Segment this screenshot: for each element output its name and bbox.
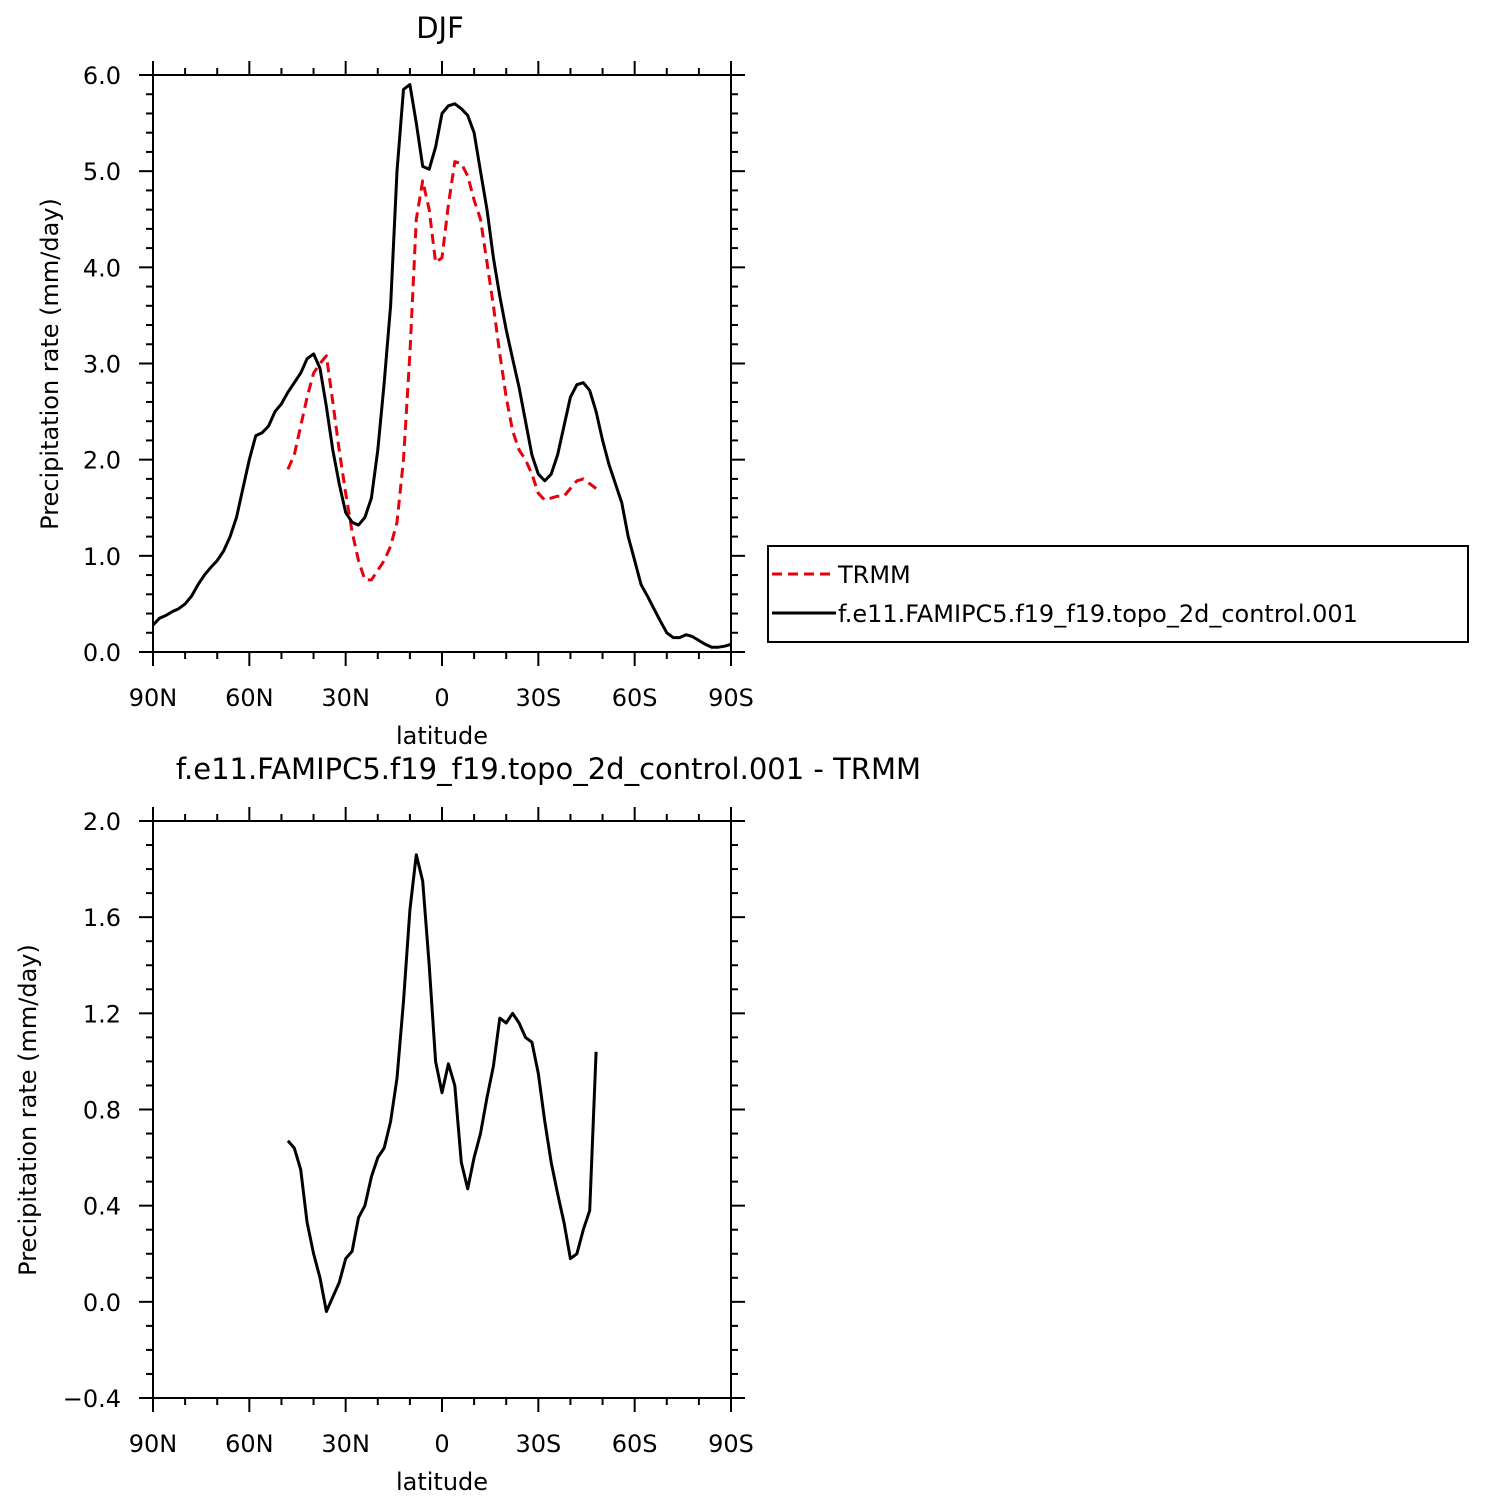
top-tick-marks: [139, 61, 745, 666]
top-y-tick-label: 3.0: [83, 351, 121, 379]
bottom-x-tick-label: 60S: [612, 1430, 658, 1458]
bottom-y-tick-label: 1.6: [83, 904, 121, 932]
top-y-axis-label: Precipitation rate (mm/day): [36, 198, 64, 530]
bottom-x-tick-label: 30N: [321, 1430, 370, 1458]
legend: TRMM f.e11.FAMIPC5.f19_f19.topo_2d_contr…: [767, 545, 1469, 643]
bottom-x-tick-label: 90N: [129, 1430, 178, 1458]
bottom-x-tick-label: 30S: [515, 1430, 561, 1458]
top-y-tick-label: 4.0: [83, 254, 121, 282]
top-chart-title: DJF: [416, 11, 464, 45]
bottom-x-axis-label: latitude: [396, 1468, 488, 1496]
top-y-tick-label: 6.0: [83, 62, 121, 90]
bottom-y-axis-label: Precipitation rate (mm/day): [14, 944, 42, 1276]
bottom-y-tick-label: 0.8: [83, 1097, 121, 1125]
top-chart: DJF 90N 60N 30N 0 30S 60S 90S 0.0 1.0 2.0 3.0 4.0 5…: [36, 11, 1469, 750]
bottom-y-tick-label: −0.4: [63, 1385, 121, 1413]
top-x-tick-label: 30N: [321, 684, 370, 712]
bottom-y-tick-label: 0.0: [83, 1289, 121, 1317]
bottom-plot-frame: [152, 820, 732, 1399]
top-x-tick-label: 30S: [515, 684, 561, 712]
top-y-tick-label: 0.0: [83, 639, 121, 667]
top-y-tick-label: 2.0: [83, 447, 121, 475]
top-x-axis-label: latitude: [396, 722, 488, 750]
bottom-chart-title: f.e11.FAMIPC5.f19_f19.topo_2d_control.00…: [176, 752, 921, 786]
legend-label-trmm: TRMM: [837, 561, 911, 589]
top-y-tick-label: 1.0: [83, 543, 121, 571]
legend-label-model: f.e11.FAMIPC5.f19_f19.topo_2d_control.00…: [838, 600, 1358, 628]
top-x-tick-label: 0: [434, 684, 449, 712]
top-x-tick-label: 90N: [129, 684, 178, 712]
bottom-chart: f.e11.FAMIPC5.f19_f19.topo_2d_control.00…: [14, 752, 921, 1496]
top-y-tick-labels: 0.0 1.0 2.0 3.0 4.0 5.0 6.0: [83, 62, 121, 667]
top-series-line-0: [286, 160, 597, 582]
bottom-y-tick-label: 2.0: [83, 808, 121, 836]
bottom-y-tick-labels: −0.4 0.0 0.4 0.8 1.2 1.6 2.0: [63, 808, 121, 1413]
legend-box: [767, 545, 1469, 643]
top-plot-frame: [152, 74, 732, 653]
bottom-x-tick-label: 60N: [225, 1430, 274, 1458]
bottom-y-tick-label: 0.4: [83, 1193, 121, 1221]
top-x-tick-label: 60N: [225, 684, 274, 712]
bottom-series-line-0: [286, 853, 598, 1313]
bottom-tick-marks: [139, 807, 745, 1412]
top-y-tick-label: 5.0: [83, 158, 121, 186]
top-x-tick-label: 60S: [612, 684, 658, 712]
top-series-lines: [151, 83, 732, 649]
bottom-y-tick-label: 1.2: [83, 1000, 121, 1028]
top-x-tick-labels: 90N 60N 30N 0 30S 60S 90S: [129, 684, 754, 712]
bottom-x-tick-labels: 90N 60N 30N 0 30S 60S 90S: [129, 1430, 754, 1458]
bottom-series-lines: [286, 853, 598, 1313]
bottom-x-tick-label: 90S: [708, 1430, 754, 1458]
top-series-line-1: [151, 83, 732, 649]
top-x-tick-label: 90S: [708, 684, 754, 712]
bottom-x-tick-label: 0: [434, 1430, 449, 1458]
